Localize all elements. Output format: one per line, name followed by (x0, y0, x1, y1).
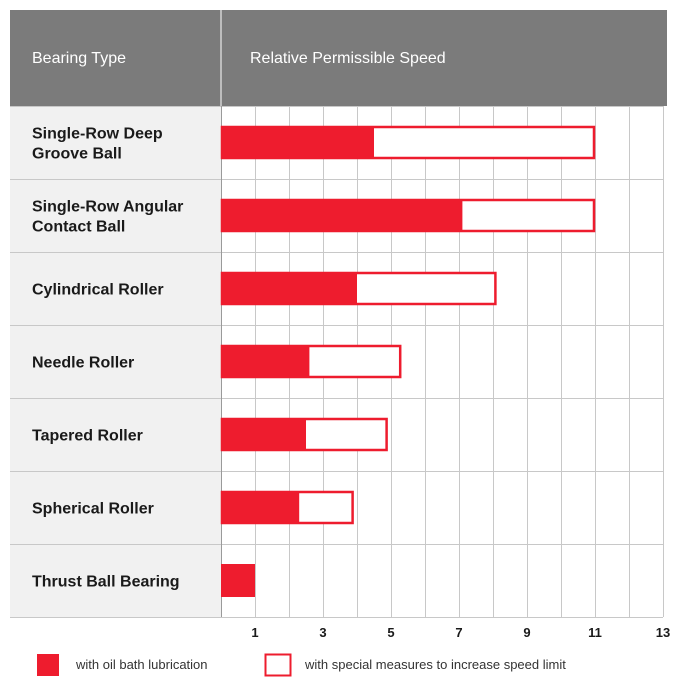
x-axis-ticks: 1 3 5 7 9 11 13 (251, 625, 670, 640)
bar-oil-bath (221, 345, 310, 378)
bar-oil-bath (221, 272, 357, 305)
x-tick-label: 9 (523, 625, 530, 640)
bar-oil-bath (221, 491, 300, 524)
x-tick-label: 7 (455, 625, 462, 640)
header-bar (10, 10, 667, 106)
label-column (10, 106, 221, 618)
category-label: Single-Row Deep Groove Ball (32, 126, 163, 163)
x-tick-label: 11 (588, 625, 602, 640)
legend-special-measures-label: with special measures to increase speed … (304, 657, 566, 672)
x-tick-label: 13 (656, 625, 670, 640)
x-tick-label: 1 (251, 625, 258, 640)
category-label: Thrust Ball Bearing (32, 574, 180, 591)
category-label: Cylindrical Roller (32, 282, 164, 299)
bar-oil-bath (221, 126, 374, 159)
bars (220, 125, 596, 597)
category-label: Spherical Roller (32, 501, 154, 518)
header-relative-speed: Relative Permissible Speed (250, 50, 446, 67)
category-label: Tapered Roller (32, 428, 143, 445)
category-label: Single-Row Angular Contact Ball (32, 199, 183, 236)
bar-oil-bath (221, 199, 463, 232)
bar-oil-bath (221, 418, 306, 451)
legend-oil-bath-label: with oil bath lubrication (75, 657, 208, 672)
category-label: Needle Roller (32, 355, 134, 372)
x-tick-label: 3 (319, 625, 326, 640)
bar-oil-bath (221, 564, 255, 597)
category-labels: Single-Row Deep Groove Ball Single-Row Ang… (32, 126, 183, 591)
legend-oil-bath-swatch (37, 654, 59, 676)
legend-special-measures-swatch (264, 653, 292, 677)
legend: with oil bath lubrication with special m… (37, 653, 566, 677)
x-tick-label: 5 (387, 625, 394, 640)
header-bearing-type: Bearing Type (32, 50, 126, 67)
